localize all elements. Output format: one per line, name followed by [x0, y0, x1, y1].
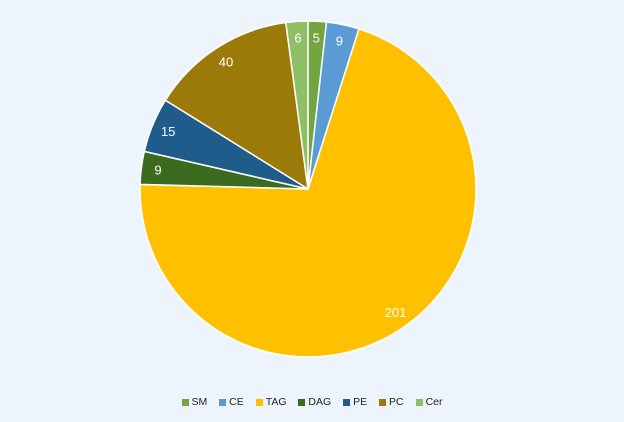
svg-text:15: 15 — [161, 124, 175, 139]
svg-text:9: 9 — [336, 34, 343, 49]
svg-text:40: 40 — [219, 55, 233, 70]
svg-text:6: 6 — [294, 31, 301, 46]
svg-text:9: 9 — [154, 162, 161, 177]
svg-text:201: 201 — [385, 305, 407, 320]
svg-text:5: 5 — [313, 31, 320, 46]
